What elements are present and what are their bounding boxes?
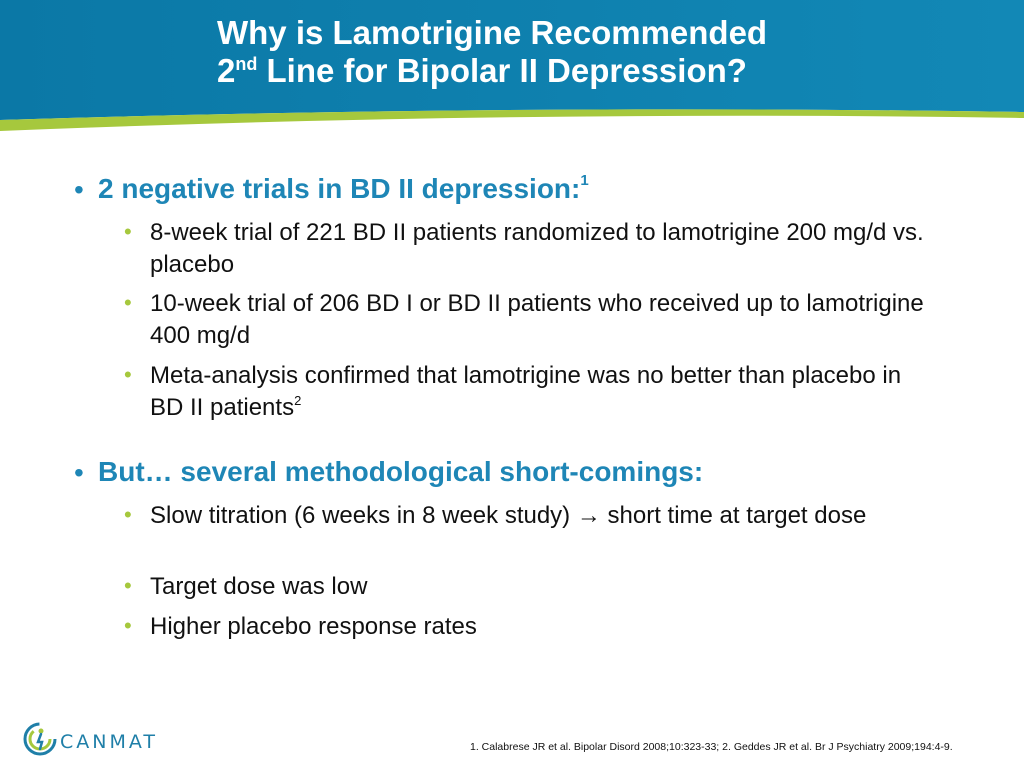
section-2-item-3: Higher placebo response rates [150, 613, 477, 640]
title-line-2: 2nd Line for Bipolar II Depression? [217, 52, 977, 90]
section-2-heading: But… several methodological short-coming… [98, 456, 704, 487]
sub-bullet-dot: • [124, 502, 132, 527]
section-2-item-1-after: short time at target dose [600, 502, 867, 529]
sub-bullet-dot: • [124, 219, 132, 244]
page-title: Why is Lamotrigine Recommended 2nd Line … [217, 14, 977, 90]
bullet-dot: • [74, 174, 84, 205]
sub-bullet-dot: • [124, 362, 132, 387]
section-2-item-1: Slow titration (6 weeks in 8 week study)… [150, 500, 940, 532]
bullet-dot: • [74, 457, 84, 488]
section-1-item-3: Meta-analysis confirmed that lamotrigine… [150, 360, 940, 424]
slide-header: Why is Lamotrigine Recommended 2nd Line … [0, 0, 1024, 135]
header-banner [0, 0, 1024, 131]
right-arrow-icon: → [576, 502, 601, 529]
section-1-heading-text: 2 negative trials in BD II depression: [98, 173, 581, 204]
title-line-2-rest: Line for Bipolar II Depression? [257, 52, 747, 89]
title-line-2-prefix: 2 [217, 52, 236, 89]
title-line-2-sup: nd [235, 54, 258, 74]
canmat-logo-icon [23, 722, 57, 756]
sub-bullet-dot: • [124, 573, 132, 598]
section-1-heading-ref: 1 [580, 172, 589, 189]
title-line-1: Why is Lamotrigine Recommended [217, 14, 768, 51]
section-1-item-3-ref: 2 [294, 393, 302, 408]
canmat-logo-text: CANMAT [60, 731, 158, 753]
footnote: 1. Calabrese JR et al. Bipolar Disord 20… [470, 741, 953, 753]
section-1-item-2: 10-week trial of 206 BD I or BD II patie… [150, 290, 924, 349]
sub-bullet-dot: • [124, 613, 132, 638]
section-2-item-1-before: Slow titration (6 weeks in 8 week study) [150, 502, 577, 529]
sub-bullet-dot: • [124, 290, 132, 315]
section-1-item-1: 8-week trial of 221 BD II patients rando… [150, 219, 924, 278]
section-1-item-3-text: Meta-analysis confirmed that lamotrigine… [150, 362, 902, 421]
section-2-item-2: Target dose was low [150, 573, 368, 600]
section-1-heading: 2 negative trials in BD II depression:1 [98, 173, 938, 205]
